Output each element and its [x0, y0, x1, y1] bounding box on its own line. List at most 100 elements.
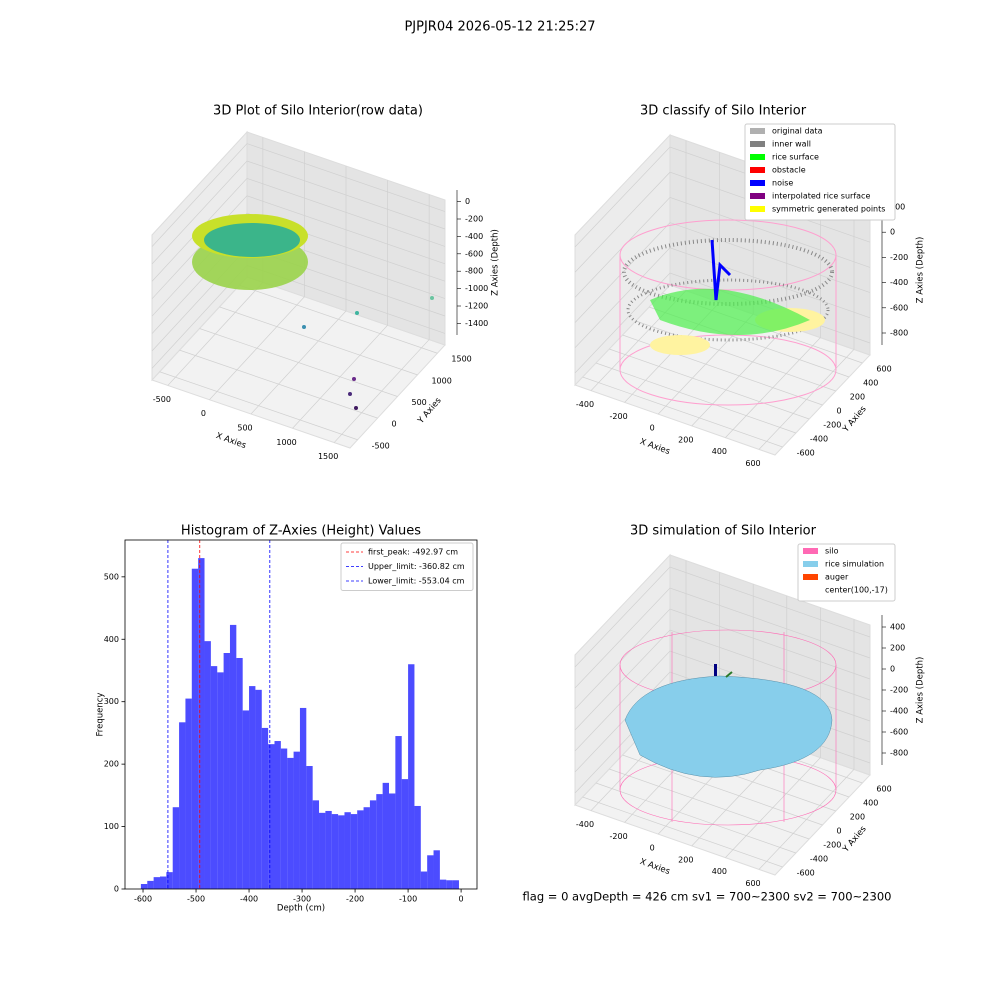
legend-box — [340, 542, 474, 591]
y-tick-label: 400 — [104, 635, 119, 644]
y-tick-label: 500 — [412, 398, 427, 407]
grid-line — [151, 160, 446, 265]
x-axis-label: X Axies — [214, 431, 247, 451]
y-tick-label: -400 — [810, 435, 828, 444]
grid-line — [179, 349, 378, 419]
x-tick-label: -200 — [610, 412, 628, 421]
bar — [350, 814, 358, 889]
y-tick-label: 1500 — [451, 355, 471, 364]
bar — [229, 624, 237, 889]
legend-label: rice surface — [772, 153, 819, 162]
bar — [408, 664, 415, 889]
z-tick-label: 200 — [890, 644, 905, 653]
bar — [293, 751, 300, 889]
bar — [439, 879, 447, 889]
x-tick-label: 1500 — [318, 452, 338, 461]
symmetric — [650, 335, 710, 355]
bar — [312, 800, 320, 889]
bar — [452, 880, 459, 889]
bar — [420, 871, 428, 889]
y-tick-label: 200 — [850, 393, 865, 402]
x-tick-label: -600 — [134, 895, 152, 904]
y-tick-label: -600 — [797, 869, 815, 878]
x-axis-label: Depth (cm) — [277, 904, 325, 914]
y-tick-label: -200 — [823, 841, 841, 850]
grid-line — [582, 376, 783, 448]
grid-line — [595, 782, 797, 854]
x-tick-label: 600 — [745, 879, 760, 888]
y-tick-label: -500 — [372, 441, 390, 450]
x-tick-label: -400 — [576, 820, 594, 829]
z-tick-label: -600 — [890, 303, 908, 312]
bar — [389, 793, 396, 889]
y-axis-label: Frequency — [96, 693, 106, 737]
panel-title: 3D Plot of Silo Interior(row data) — [213, 104, 423, 119]
grid-line — [151, 195, 446, 300]
bar — [242, 710, 250, 889]
suptitle: PJPJR04 2026-05-12 21:25:27 — [404, 20, 595, 35]
point — [352, 377, 356, 381]
y-tick-label: -600 — [797, 449, 815, 458]
legend-swatch — [803, 574, 818, 580]
legend-swatch — [750, 180, 765, 186]
legend-swatch — [750, 167, 765, 173]
grid-line — [574, 247, 871, 349]
bar — [268, 744, 275, 889]
footer: flag = 0 avgDepth = 426 cm sv1 = 700~230… — [523, 890, 892, 904]
bar — [274, 741, 281, 889]
bar — [198, 558, 205, 889]
legend-box — [797, 543, 896, 602]
panel-title: 3D classify of Silo Interior — [640, 104, 807, 119]
panel4-content — [619, 629, 837, 826]
z-tick-label: -400 — [890, 707, 908, 716]
legend-label: noise — [772, 179, 793, 188]
z-tick-label: -200 — [890, 253, 908, 262]
bar — [357, 810, 364, 889]
legend-swatch — [803, 561, 818, 567]
x-tick-label: 200 — [678, 855, 693, 864]
grid-line — [199, 328, 398, 397]
point — [354, 406, 358, 410]
z-tick-label: -200 — [890, 686, 908, 695]
point — [348, 392, 352, 396]
x-tick-label: -100 — [399, 895, 417, 904]
legend-label: interpolated rice surface — [772, 192, 870, 201]
z-tick-label: -600 — [890, 728, 908, 737]
z-tick-label: -400 — [890, 278, 908, 287]
legend-label: first_peak: -492.97 cm — [368, 548, 458, 557]
y-tick-label: -200 — [823, 421, 841, 430]
center — [725, 671, 733, 678]
grid-line — [609, 768, 810, 840]
bar — [344, 812, 351, 889]
x-tick-label: -500 — [153, 395, 171, 404]
legend-label: inner wall — [772, 140, 811, 149]
legend-label: symmetric generated points — [772, 205, 885, 214]
bar — [223, 653, 230, 889]
x-tick-label: 200 — [678, 435, 693, 444]
y-tick-label: 400 — [863, 379, 878, 388]
x-axis-label: X Axies — [638, 857, 671, 877]
x-tick-label: -200 — [610, 832, 628, 841]
y-tick-label: 200 — [104, 760, 119, 769]
bar — [179, 722, 186, 889]
inner-wall — [622, 238, 834, 306]
grid-line — [159, 371, 358, 441]
x-tick-label: 1000 — [276, 438, 296, 447]
y-tick-label: 500 — [104, 572, 119, 581]
legend-label: Lower_limit: -553.04 cm — [368, 577, 465, 586]
x-axis-label: X Axies — [638, 437, 671, 457]
bar — [369, 800, 377, 889]
y-tick-label: 100 — [104, 822, 119, 831]
z-axis-label: Z Axies (Depth) — [491, 229, 501, 296]
panel1-content — [192, 214, 434, 410]
noise — [710, 239, 732, 301]
bar — [299, 707, 307, 889]
z-tick-label: -400 — [465, 232, 483, 241]
legend-swatch — [750, 154, 765, 160]
legend-swatch — [750, 141, 765, 147]
x-tick-label: 0 — [650, 424, 655, 433]
legend-label: obstacle — [772, 166, 806, 175]
panel2-content — [619, 219, 837, 406]
x-tick-label: -500 — [187, 895, 205, 904]
y-tick-label: 400 — [863, 799, 878, 808]
